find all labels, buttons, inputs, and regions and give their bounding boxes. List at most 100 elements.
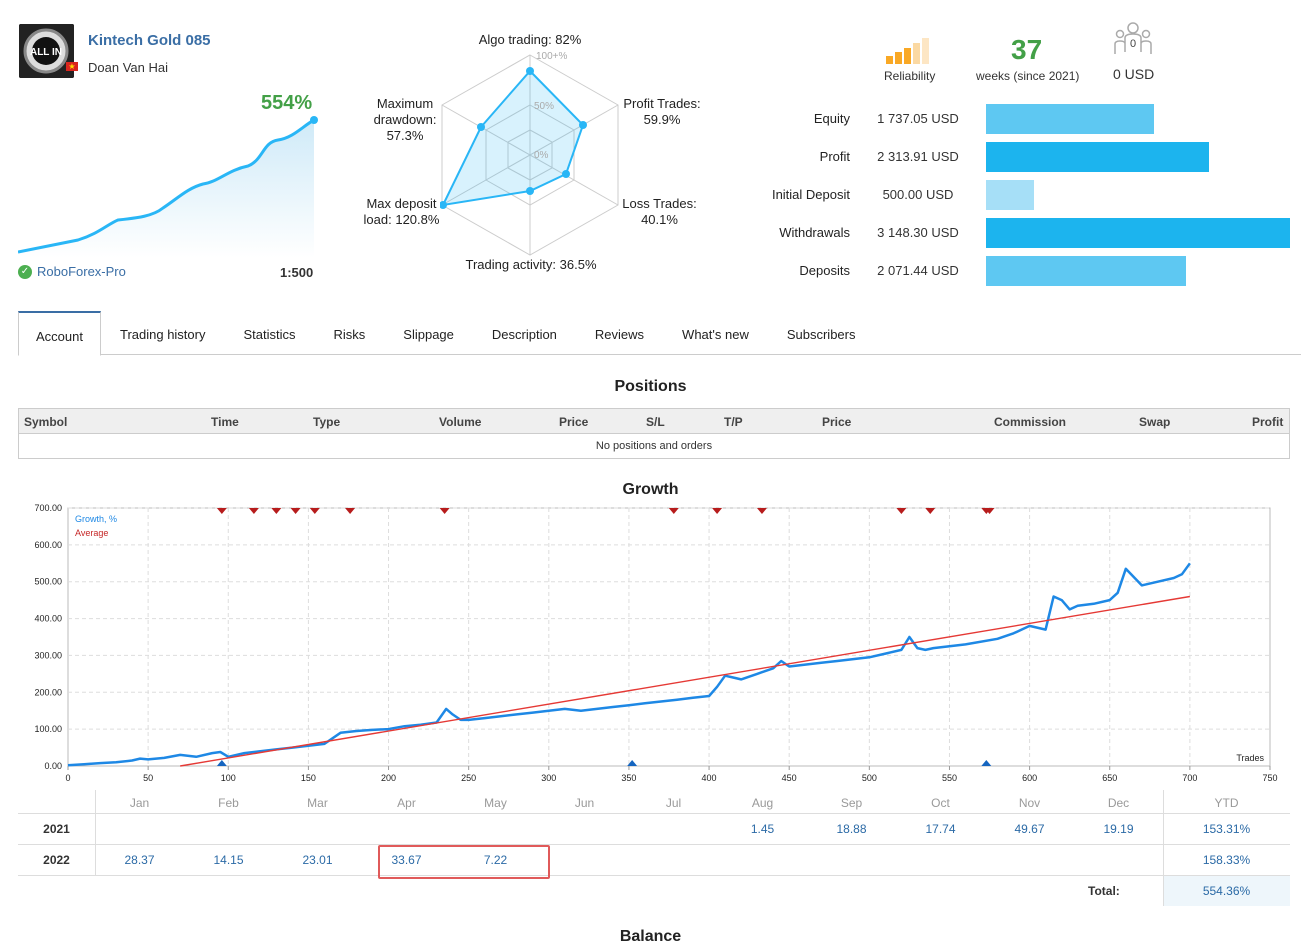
radar-label-line: Profit Trades:	[623, 96, 701, 111]
fin-value: 2 071.44 USD	[877, 263, 959, 278]
signal-title[interactable]: Kintech Gold 085	[88, 32, 211, 49]
table-divider	[18, 844, 1290, 845]
x-tick-label: 700	[1182, 773, 1197, 783]
drawdown-marker	[896, 508, 907, 514]
drawdown-marker	[668, 508, 679, 514]
fin-value: 500.00 USD	[882, 187, 954, 202]
tab-reviews[interactable]: Reviews	[594, 327, 645, 342]
flag-icon: ★	[66, 62, 78, 71]
drawdown-marker	[271, 508, 282, 514]
mini-growth-endpoint	[310, 116, 318, 124]
positions-column-header: Commission	[994, 415, 1067, 429]
monthly-value: 14.15	[213, 853, 244, 867]
weeks-label: weeks (since 2021)	[976, 69, 1080, 83]
x-tick-label: 300	[541, 773, 556, 783]
drawdown-marker	[925, 508, 936, 514]
mini-growth-area	[18, 120, 314, 258]
x-tick-label: 200	[381, 773, 396, 783]
y-tick-label: 700.00	[34, 503, 62, 513]
positions-empty-message: No positions and orders	[595, 440, 713, 452]
fin-bar	[986, 256, 1186, 286]
y-tick-label: 400.00	[34, 614, 62, 624]
monthly-value: 28.37	[124, 853, 155, 867]
radar-label-line: Maximum	[376, 96, 434, 111]
mini-growth-line	[18, 118, 315, 254]
fin-bar	[986, 218, 1290, 248]
x-tick-label: 400	[702, 773, 717, 783]
deposit-marker	[627, 760, 638, 766]
month-header: Aug	[751, 796, 774, 810]
x-tick-label: 50	[143, 773, 153, 783]
tab-trading-history[interactable]: Trading history	[119, 327, 206, 342]
monthly-returns-table: Jan Feb Mar Apr May Jun Jul Aug Sep Oct Nov Dec YTD 2…	[18, 790, 1290, 906]
total-cell	[1164, 876, 1290, 906]
fin-value: 1 737.05 USD	[877, 111, 959, 126]
tab-description[interactable]: Description	[491, 327, 557, 342]
drawdown-marker	[712, 508, 723, 514]
positions-column-header: Type	[313, 415, 341, 429]
x-tick-label: 450	[782, 773, 797, 783]
subscribers-amount: 0 USD	[1113, 66, 1155, 82]
monthly-value: 19.19	[1103, 822, 1134, 836]
positions-column-header: T/P	[724, 415, 743, 429]
month-header: Sep	[840, 796, 863, 810]
subscribers-icon: 0	[1114, 22, 1152, 54]
fin-bar	[986, 180, 1034, 210]
monthly-value: 18.88	[836, 822, 867, 836]
tab-statistics[interactable]: Statistics	[243, 327, 296, 342]
series-line-average	[180, 595, 1191, 767]
series-line-growth	[67, 562, 1191, 767]
fin-value: 2 313.91 USD	[877, 149, 959, 164]
ytd-value: 158.33%	[1202, 853, 1251, 867]
year-label: 2021	[43, 822, 70, 836]
tab-what-s-new[interactable]: What's new	[682, 327, 749, 342]
radar-label-loss-trades: Loss Trades: 40.1%	[612, 196, 707, 228]
broker-name: RoboForex-Pro	[37, 264, 126, 279]
monthly-value: 1.45	[750, 822, 775, 836]
table-divider	[95, 790, 96, 876]
y-tick-label: 0.00	[44, 761, 62, 771]
subscribers-count: 0	[1130, 38, 1136, 50]
month-header: May	[484, 796, 507, 810]
x-tick-label: 500	[862, 773, 877, 783]
month-header: Dec	[1107, 796, 1130, 810]
ytd-value: 153.31%	[1202, 822, 1251, 836]
tab-subscribers[interactable]: Subscribers	[786, 327, 856, 342]
positions-column-header: Price	[559, 415, 589, 429]
drawdown-marker	[756, 508, 767, 514]
growth-chart[interactable]: 700.00600.00500.00400.00300.00200.00100.…	[0, 500, 1301, 790]
tab-account[interactable]: Account	[18, 311, 101, 356]
balance-title: Balance	[619, 928, 682, 943]
tab-slippage[interactable]: Slippage	[403, 327, 454, 342]
deposit-marker	[216, 760, 227, 766]
monthly-value: 7.22	[483, 853, 508, 867]
radar-label-line: Max deposit	[366, 196, 437, 211]
table-divider	[18, 813, 1290, 814]
radar-label-deposit-load: Max deposit load: 120.8%	[354, 196, 449, 228]
reliability-label: Reliability	[884, 69, 936, 83]
radar-point-profit	[579, 121, 587, 129]
drawdown-marker	[439, 508, 450, 514]
radar-label-drawdown: Maximum drawdown: 57.3%	[360, 96, 450, 144]
positions-table: Symbol Time Type Volume Price S/L T/P Price Comm…	[18, 408, 1290, 459]
table-divider	[18, 875, 1290, 876]
ytd-header: YTD	[1214, 796, 1239, 810]
author-name[interactable]: Doan Van Hai	[88, 60, 168, 75]
y-tick-label: 100.00	[34, 724, 62, 734]
radar-label-line: load: 120.8%	[363, 212, 440, 227]
radar-chart: 100+% 50% 0%	[440, 51, 619, 256]
fin-label: Withdrawals	[779, 225, 850, 240]
table-divider	[1163, 790, 1164, 906]
radar-point-algo	[526, 67, 534, 75]
fin-bar	[986, 142, 1209, 172]
positions-column-header: Profit	[1252, 415, 1284, 429]
total-value: 554.36%	[1202, 884, 1251, 898]
radar-point-deposit	[440, 201, 447, 209]
positions-header: Symbol Time Type Volume Price S/L T/P Price Comm…	[19, 409, 1289, 434]
avatar[interactable]: ALL IN	[19, 24, 74, 78]
radar-point-loss	[562, 170, 570, 178]
drawdown-marker	[248, 508, 259, 514]
y-tick-label: 300.00	[34, 650, 62, 660]
broker-link[interactable]: ✓ RoboForex-Pro	[18, 264, 126, 279]
tab-risks[interactable]: Risks	[333, 327, 366, 342]
